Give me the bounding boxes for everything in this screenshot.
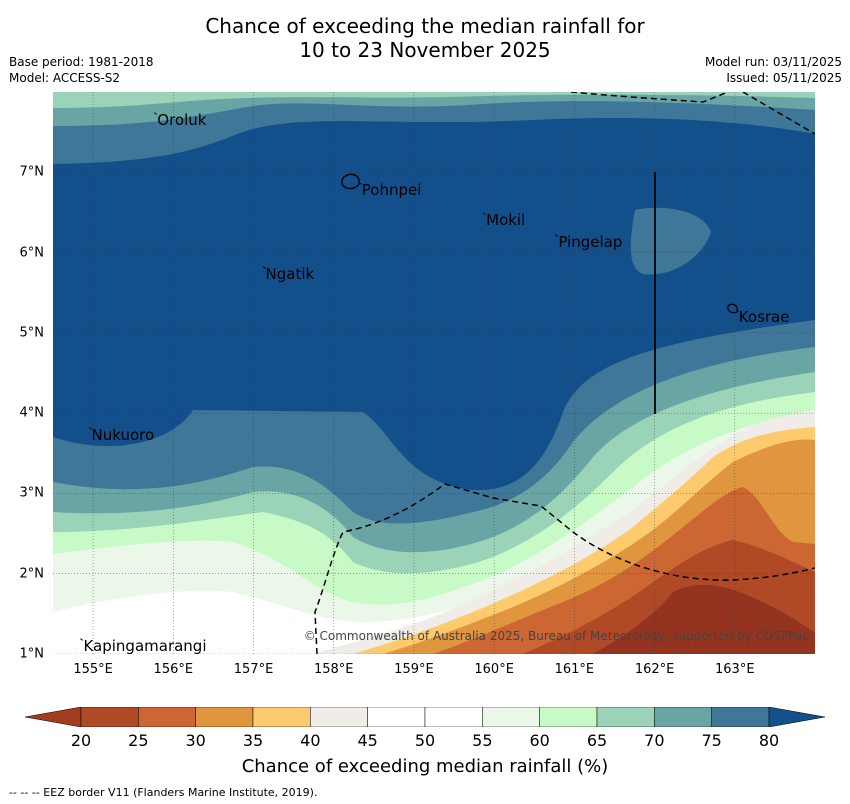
colorbar-segment xyxy=(195,707,254,727)
place-label: Mokil xyxy=(486,211,526,230)
y-tick-label: 4°N xyxy=(19,405,45,421)
kosrae-island-outline xyxy=(727,303,738,314)
pohnpei-island-outline xyxy=(341,173,360,190)
colorbar-tick-label: 45 xyxy=(357,731,378,750)
band-north-65 xyxy=(53,92,815,108)
colorbar-tick-label: 40 xyxy=(300,731,321,750)
colorbar-tick-label: 35 xyxy=(242,731,264,750)
x-tick-label: 157°E xyxy=(233,662,274,677)
title-line-2: 10 to 23 November 2025 xyxy=(299,38,551,62)
band-below-20 xyxy=(593,584,815,654)
y-tick-label: 7°N xyxy=(19,164,45,180)
eez-footnote: -- -- -- EEZ border V11 (Flanders Marine… xyxy=(9,786,318,799)
colorbar-tick-label: 60 xyxy=(529,731,550,750)
colorbar-tick-label: 20 xyxy=(70,731,92,750)
forecast-map[interactable]: Oroluk Pohnpei Mokil Pingelap Ngatik Kosrae Nu… xyxy=(53,92,815,654)
copyright-text: © Commonwealth of Australia 2025, Bureau… xyxy=(303,629,809,643)
place-label: Nukuoro xyxy=(91,425,155,444)
colorbar-tick-label: 30 xyxy=(185,731,206,750)
base-period-text: Base period: 1981-2018 xyxy=(9,55,154,69)
x-tick-label: 162°E xyxy=(634,662,675,677)
colorbar-tick-label: 25 xyxy=(128,731,149,750)
blob-east-75 xyxy=(630,207,711,275)
colorbar-segment xyxy=(654,707,712,727)
colorbar-segment xyxy=(482,707,540,727)
model-run-text: Model run: 03/11/2025 xyxy=(704,55,842,69)
colorbar-tick-label: 65 xyxy=(586,731,608,750)
colorbar-segment xyxy=(711,707,770,727)
colorbar-segment xyxy=(596,707,655,727)
y-tick-label: 1°N xyxy=(19,646,45,662)
x-tick-label: 156°E xyxy=(153,662,194,677)
colorbar-segment xyxy=(252,707,311,727)
model-text: Model: ACCESS-S2 xyxy=(9,71,121,85)
colorbar-title: Chance of exceeding median rainfall (%) xyxy=(241,756,609,777)
probability-field xyxy=(53,92,815,654)
x-tick-label: 159°E xyxy=(394,662,434,677)
band-north-75 xyxy=(53,92,815,164)
y-tick-label: 2°N xyxy=(19,566,45,582)
x-tick-label: 160°E xyxy=(474,662,514,677)
colorbar-segment xyxy=(138,707,196,727)
colorbar-tick-label: 75 xyxy=(701,731,722,750)
colorbar-segment xyxy=(80,707,139,727)
colorbar-segment xyxy=(539,707,598,727)
place-label: Kosrae xyxy=(738,307,790,326)
place-label: Pingelap xyxy=(558,233,623,252)
place-label: Oroluk xyxy=(157,111,207,130)
meta-right: Model run: 03/11/2025 Issued: 05/11/2025 xyxy=(705,54,842,86)
x-tick-label: 155°E xyxy=(73,662,113,677)
x-tick-label: 158°E xyxy=(313,662,354,677)
colorbar-segment xyxy=(310,707,368,727)
place-label: Kapingamarangi xyxy=(83,636,207,654)
eez-border-northeast xyxy=(742,92,815,135)
colorbar-tick-label: 55 xyxy=(472,731,493,750)
place-label: Pohnpei xyxy=(361,180,422,199)
issued-text: Issued: 05/11/2025 xyxy=(726,71,842,85)
colorbar-tick-label: 80 xyxy=(758,731,780,750)
x-tick-label: 163°E xyxy=(715,662,755,677)
band-north-70 xyxy=(53,92,815,126)
colorbar-segment xyxy=(424,707,483,727)
y-tick-label: 6°N xyxy=(19,245,45,261)
colorbar-segment xyxy=(367,707,426,727)
colorbar-tick-label: 50 xyxy=(414,731,436,750)
meta-left: Base period: 1981-2018 Model: ACCESS-S2 xyxy=(9,54,154,86)
colorbar-low-extend xyxy=(25,707,82,727)
colorbar xyxy=(25,707,825,727)
x-tick-label: 161°E xyxy=(554,662,595,677)
y-tick-label: 5°N xyxy=(19,325,45,341)
colorbar-tick-label: 70 xyxy=(644,731,665,750)
colorbar-high-extend xyxy=(768,707,825,727)
place-label: Ngatik xyxy=(265,265,315,284)
y-tick-label: 3°N xyxy=(19,485,45,501)
map-title: Chance of exceeding the median rainfall … xyxy=(0,14,850,62)
title-line-1: Chance of exceeding the median rainfall … xyxy=(205,14,645,38)
